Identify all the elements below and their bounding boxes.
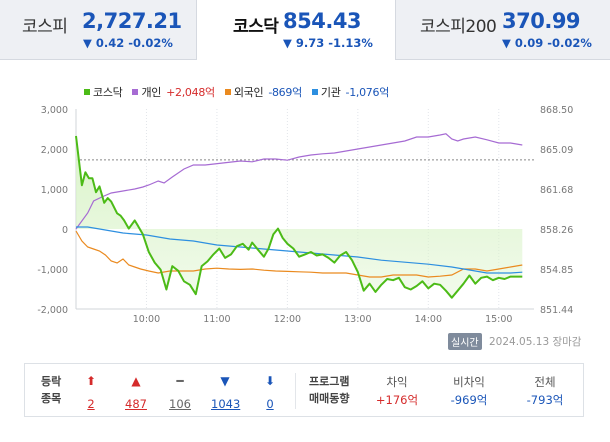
tab-kospi-name: 코스피 <box>22 17 68 37</box>
y-left-tick-label: 3,000 <box>41 105 68 116</box>
program-non-arbitrage-value: -969억 <box>450 393 488 407</box>
legend-label: 외국인 <box>233 86 264 99</box>
tab-kospi[interactable]: 코스피 2,727.21 ▼ 0.42 -0.02% <box>0 0 196 60</box>
program-arbitrage-header: 차익 <box>386 375 408 389</box>
y-right-tick-label: 858.26 <box>540 225 573 236</box>
tab-kosdaq[interactable]: 코스닥 854.43 ▼ 9.73 -1.13% <box>196 0 396 60</box>
chart-legend: 코스닥 개인 +2,048억 외국인 -869억 기관 -1,076억 <box>84 84 389 100</box>
tab-kospi-value: 2,727.21 <box>82 9 182 33</box>
x-tick-label: 13:00 <box>344 314 371 325</box>
foreign-series-line <box>75 230 523 278</box>
upper-limit-arrow-icon: ⬆ <box>85 374 97 388</box>
legend-item-foreign[interactable]: 외국인 -869억 <box>224 84 302 100</box>
breadth-lower-limit[interactable]: ⬇ 0 <box>256 374 284 412</box>
individual-series-line <box>75 133 523 230</box>
legend-item-institution[interactable]: 기관 -1,076억 <box>311 84 390 100</box>
program-non-arbitrage-header: 비차익 <box>453 375 485 389</box>
tab-kosdaq-name: 코스닥 <box>233 17 279 37</box>
program-non-arbitrage: 비차익 -969억 <box>439 374 499 408</box>
legend-swatch-institution <box>311 89 318 95</box>
lower-limit-arrow-icon: ⬇ <box>264 374 276 388</box>
program-total-header: 전체 <box>534 375 556 389</box>
realtime-badge[interactable]: 실시간 <box>448 333 482 350</box>
y-right-tick-label: 865.09 <box>540 145 573 156</box>
legend-value: -1,076억 <box>345 86 390 99</box>
y-left-tick-label: 1,000 <box>41 185 68 196</box>
tab-kospi200[interactable]: 코스피200 370.99 ▼ 0.09 -0.02% <box>396 0 610 60</box>
y-left-tick-label: 0 <box>62 225 68 236</box>
x-tick-label: 15:00 <box>485 314 512 325</box>
breadth-label-line1: 등락 <box>41 375 62 388</box>
kosdaq-area <box>76 136 523 298</box>
falling-triangle-icon: ▼ <box>220 374 230 388</box>
breadth-falling[interactable]: ▼ 1043 <box>211 374 241 412</box>
legend-item-individual[interactable]: 개인 +2,048억 <box>132 84 215 100</box>
breadth-rising[interactable]: ▲ 487 <box>122 374 150 412</box>
x-tick-label: 11:00 <box>203 314 230 325</box>
y-right-tick-label: 851.44 <box>540 305 573 316</box>
tab-kospi200-change: ▼ 0.09 -0.02% <box>502 36 592 50</box>
intraday-chart: 10:00 11:00 12:00 13:00 14:00 15:00 3,000 2,000… <box>37 105 573 325</box>
rising-count[interactable]: 487 <box>125 397 147 411</box>
breadth-upper-limit[interactable]: ⬆ 2 <box>77 374 105 412</box>
tab-kosdaq-value: 854.43 <box>283 9 362 33</box>
chart-date: 2024.05.13 장마감 <box>489 336 582 348</box>
x-tick-label: 12:00 <box>274 314 301 325</box>
program-label-line1: 프로그램 <box>309 375 350 388</box>
falling-count[interactable]: 1043 <box>211 397 241 411</box>
legend-value: +2,048억 <box>166 86 215 99</box>
legend-label: 개인 <box>141 86 162 99</box>
program-arbitrage-value: +176억 <box>375 393 419 407</box>
legend-swatch-foreign <box>224 89 231 95</box>
y-right-tick-label: 854.85 <box>540 265 573 276</box>
rising-triangle-icon: ▲ <box>131 374 141 388</box>
tab-kospi200-name: 코스피200 <box>420 17 497 37</box>
tab-kosdaq-change: ▼ 9.73 -1.13% <box>283 36 373 50</box>
tab-kospi200-value: 370.99 <box>502 9 581 33</box>
panel-divider <box>295 373 296 409</box>
lower-limit-count[interactable]: 0 <box>266 397 274 411</box>
legend-swatch-individual <box>132 89 139 95</box>
legend-item-kosdaq[interactable]: 코스닥 <box>84 84 123 100</box>
x-tick-label: 14:00 <box>415 314 442 325</box>
y-right-tick-label: 868.50 <box>540 105 573 116</box>
legend-label: 코스닥 <box>93 86 123 99</box>
x-tick-label: 10:00 <box>133 314 160 325</box>
breadth-label-line2: 종목 <box>41 392 62 405</box>
program-label-line2: 매매동향 <box>309 392 350 405</box>
legend-swatch-kosdaq <box>84 89 90 95</box>
market-breadth-panel: 등락 종목 ⬆ 2 ▲ 487 ━ 106 ▼ 1043 ⬇ 0 프로그램 매매… <box>24 363 584 417</box>
y-left-tick-label: -1,000 <box>37 265 68 276</box>
tab-kospi-change: ▼ 0.42 -0.02% <box>83 36 173 50</box>
index-tabs: 코스피 2,727.21 ▼ 0.42 -0.02% 코스닥 854.43 ▼ … <box>0 0 610 60</box>
breadth-unchanged[interactable]: ━ 106 <box>166 374 194 412</box>
program-total: 전체 -793억 <box>517 374 573 408</box>
program-total-value: -793억 <box>526 393 564 407</box>
legend-label: 기관 <box>320 86 341 99</box>
y-left-tick-label: 2,000 <box>41 145 68 156</box>
unchanged-dash-icon: ━ <box>176 374 184 388</box>
upper-limit-count[interactable]: 2 <box>87 397 95 411</box>
y-right-tick-label: 861.68 <box>540 185 573 196</box>
kosdaq-series-line <box>75 135 523 299</box>
y-left-tick-label: -2,000 <box>37 305 68 316</box>
legend-value: -869억 <box>268 86 302 99</box>
program-arbitrage: 차익 +176억 <box>369 374 425 408</box>
unchanged-count[interactable]: 106 <box>169 397 191 411</box>
